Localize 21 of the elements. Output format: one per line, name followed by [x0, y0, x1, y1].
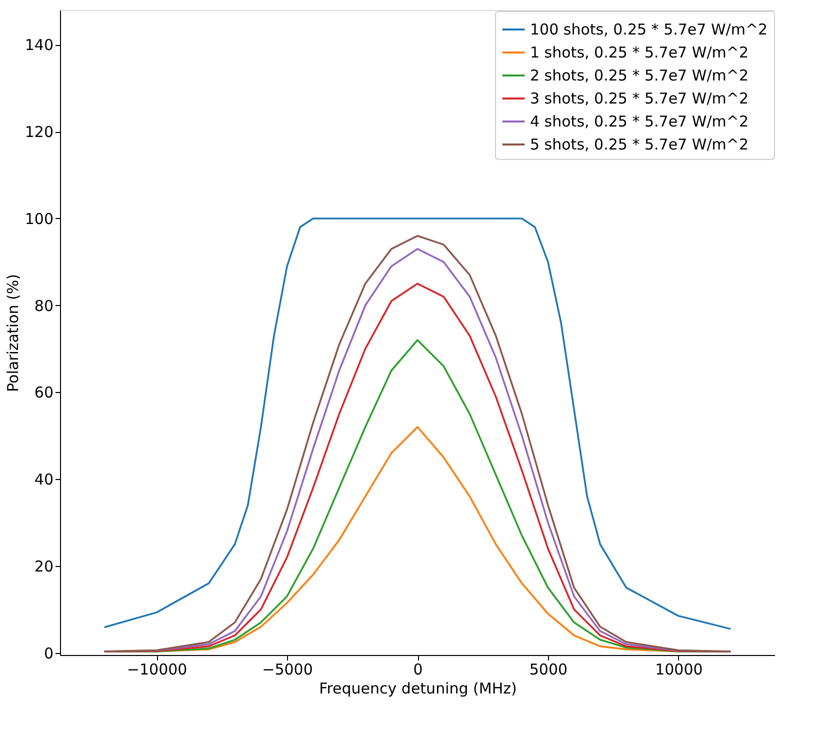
- x-tick-label: −10000: [126, 660, 188, 678]
- legend-label: 5 shots, 0.25 * 5.7e7 W/m^2: [530, 136, 748, 154]
- y-tick-label: 20: [34, 557, 54, 576]
- y-tick-label: 140: [24, 36, 54, 54]
- x-tick-label: 0: [413, 660, 423, 678]
- y-tick-label: 60: [34, 384, 54, 402]
- legend-label: 100 shots, 0.25 * 5.7e7 W/m^2: [530, 20, 768, 38]
- legend-label: 2 shots, 0.25 * 5.7e7 W/m^2: [530, 66, 748, 84]
- y-tick-label: 0: [44, 644, 54, 662]
- y-tick-label: 40: [34, 470, 54, 489]
- y-axis-title: Polarization (%): [4, 274, 22, 392]
- y-tick-label: 100: [24, 210, 54, 228]
- legend-label: 3 shots, 0.25 * 5.7e7 W/m^2: [530, 90, 748, 108]
- legend-label: 1 shots, 0.25 * 5.7e7 W/m^2: [530, 44, 748, 62]
- x-tick-label: 5000: [529, 660, 568, 678]
- legend-label: 4 shots, 0.25 * 5.7e7 W/m^2: [530, 112, 748, 130]
- y-tick-label: 120: [24, 123, 54, 142]
- x-axis-title: Frequency detuning (MHz): [319, 680, 517, 698]
- x-tick-label: 10000: [655, 660, 703, 678]
- x-tick-label: −5000: [262, 660, 313, 678]
- y-tick-label: 80: [34, 296, 54, 315]
